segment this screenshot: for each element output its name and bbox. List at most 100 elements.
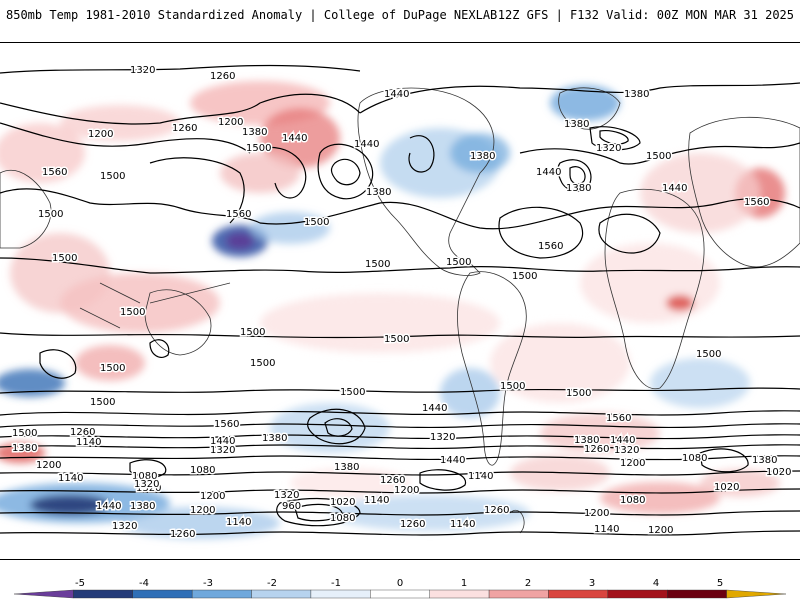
contour-label: 1500: [90, 397, 115, 408]
contour-label: 1320: [130, 65, 155, 76]
contour-label: 1200: [190, 505, 215, 516]
contour-label: 1500: [12, 428, 37, 439]
anomaly-shading: [0, 81, 785, 539]
contour-label: 1140: [58, 473, 83, 484]
contour-label: 1020: [766, 467, 791, 478]
contour-label: 1380: [574, 435, 599, 446]
colorbar-swatch: [251, 589, 312, 599]
colorbar-tick-label: 1: [461, 578, 467, 589]
colorbar-tick-label: 5: [717, 578, 723, 589]
contour-label: 1440: [662, 183, 687, 194]
contour-label: 1080: [190, 465, 215, 476]
colorbar-tick-label: -2: [267, 578, 277, 589]
colorbar-ticks: -5 -4 -3 -2 -1 0 1 2 3 4 5: [75, 578, 723, 589]
contour-label: 1500: [100, 363, 125, 374]
contour-label: 1500: [384, 334, 409, 345]
colorbar-swatch: [132, 589, 193, 599]
contour-label: 1320: [430, 432, 455, 443]
contour-label: 1560: [226, 209, 251, 220]
contour-label: 1380: [262, 433, 287, 444]
contour-label: 1320: [614, 445, 639, 456]
contour-label: 1500: [250, 358, 275, 369]
contour-label: 1440: [440, 455, 465, 466]
contour-label: 1080: [620, 495, 645, 506]
contour-label: 1080: [132, 471, 157, 482]
contour-label: 1320: [112, 521, 137, 532]
colorbar-swatch: [310, 589, 371, 599]
colorbar-tick-label: 3: [589, 578, 595, 589]
contour-label: 1500: [566, 388, 591, 399]
contour-label: 1260: [380, 475, 405, 486]
contour-label: 1560: [42, 167, 67, 178]
contour-label: 1440: [354, 139, 379, 150]
contour-label: 1320: [136, 483, 161, 494]
contour-label: 1440: [536, 167, 561, 178]
contour-label: 1200: [394, 485, 419, 496]
contour-label: 1500: [52, 253, 77, 264]
contour-label: 1380: [564, 119, 589, 130]
contour-label: 1200: [218, 117, 243, 128]
contour-label: 1020: [714, 482, 739, 493]
contour-label: 1260: [170, 529, 195, 540]
colorbar-tick-label: 0: [397, 578, 403, 589]
colorbar-swatch: [191, 589, 252, 599]
contour-label: 1260: [484, 505, 509, 516]
colorbar-legend: -5 -4 -3 -2 -1 0 1 2 3 4 5: [13, 578, 787, 599]
contour-label: 1380: [624, 89, 649, 100]
contour-label: 1080: [330, 513, 355, 524]
contour-label: 1380: [752, 455, 777, 466]
contour-label: 1020: [330, 497, 355, 508]
contour-label: 1260: [400, 519, 425, 530]
contour-label: 1380: [334, 462, 359, 473]
contour-label: 1500: [500, 381, 525, 392]
contour-label: 1200: [36, 460, 61, 471]
map-title: 850mb Temp 1981-2010 Standardized Anomal…: [6, 8, 498, 22]
contour-label: 1440: [282, 133, 307, 144]
contour-label: 1500: [38, 209, 63, 220]
colorbar-swatch: [370, 589, 430, 599]
contour-label: 1260: [172, 123, 197, 134]
contour-label: 1560: [606, 413, 631, 424]
contour-label: 1380: [566, 183, 591, 194]
contour-labels: 1320 1260 1200 1260 1200 1380 1440 1500 …: [11, 64, 793, 542]
contour-label: 960: [282, 501, 301, 512]
contour-label: 1200: [88, 129, 113, 140]
contour-label: 1560: [214, 419, 239, 430]
contour-label: 1140: [76, 437, 101, 448]
contour-label: 1500: [365, 259, 390, 270]
contour-label: 1500: [100, 171, 125, 182]
contour-label: 1140: [364, 495, 389, 506]
height-contours: [0, 64, 800, 536]
colorbar-swatch: [13, 589, 74, 599]
contour-label: 1380: [130, 501, 155, 512]
contour-label: 1200: [620, 458, 645, 469]
contour-label: 1140: [226, 517, 251, 528]
contour-label: 1440: [96, 501, 121, 512]
colorbar-tick-label: -3: [203, 578, 213, 589]
contour-label: 1200: [200, 491, 225, 502]
colorbar-swatch: [73, 589, 133, 599]
contour-label: 1560: [744, 197, 769, 208]
colorbar-swatch: [607, 589, 668, 599]
contour-label: 1440: [384, 89, 409, 100]
contour-label: 1320: [596, 143, 621, 154]
contour-label: 1260: [70, 427, 95, 438]
colorbar-tick-label: -1: [331, 578, 341, 589]
contour-label: 1560: [538, 241, 563, 252]
contour-label: 1260: [210, 71, 235, 82]
contour-label: 1380: [470, 151, 495, 162]
contour-label: 1200: [584, 508, 609, 519]
contour-label: 1140: [450, 519, 475, 530]
contour-label: 1380: [242, 127, 267, 138]
contour-label: 1380: [12, 443, 37, 454]
colorbar-tick-label: 2: [525, 578, 531, 589]
contour-label: 1140: [468, 471, 493, 482]
header: 850mb Temp 1981-2010 Standardized Anomal…: [0, 0, 800, 34]
contour-label: 1440: [210, 436, 235, 447]
colorbar-swatch: [667, 589, 727, 599]
contour-label: 1500: [446, 257, 471, 268]
contour-label: 1140: [594, 524, 619, 535]
contour-label: 1500: [696, 349, 721, 360]
colorbar-swatch: [548, 589, 609, 599]
colorbar-tick-label: -4: [139, 578, 149, 589]
